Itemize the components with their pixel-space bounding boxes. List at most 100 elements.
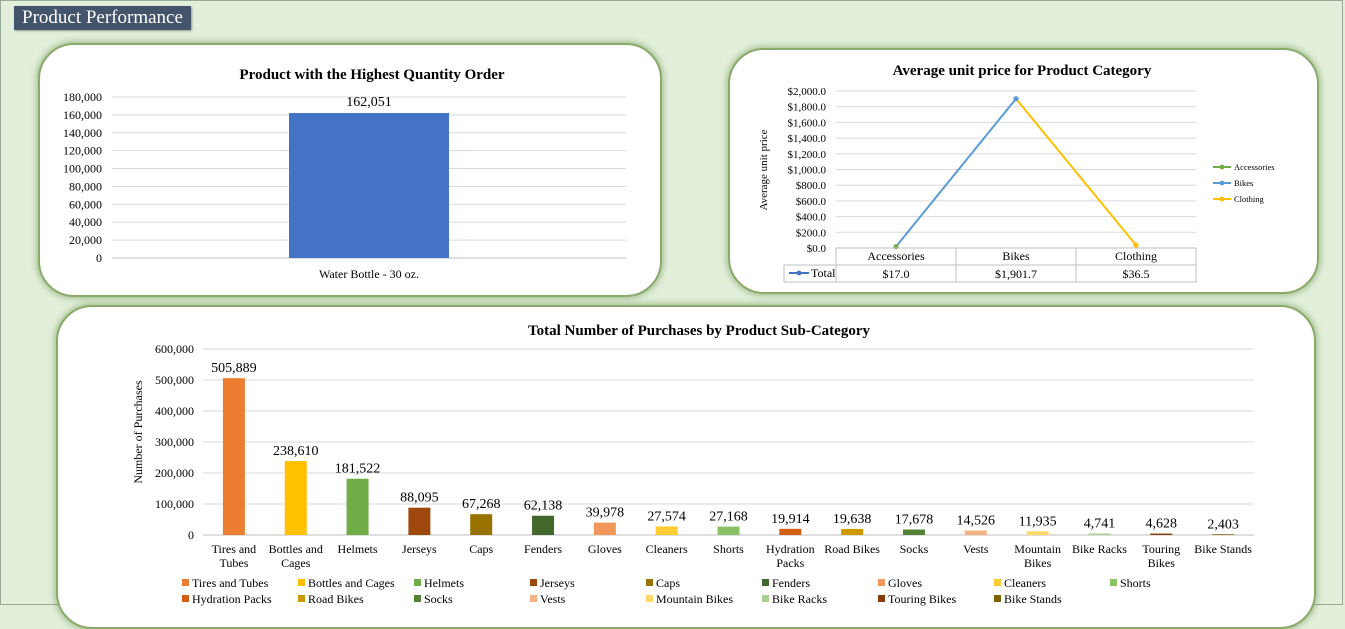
x-tick-label: Touring: [1142, 542, 1180, 556]
legend-swatch: [530, 595, 537, 602]
chart-title: Total Number of Purchases by Product Sub…: [528, 323, 870, 339]
data-label: 17,678: [895, 513, 934, 528]
x-tick-label: Bikes: [1002, 249, 1030, 263]
series-line-segment: [1015, 98, 1137, 246]
legend-label: Shorts: [1120, 576, 1151, 590]
bar: [779, 528, 802, 535]
y-tick-label: $1,600.0: [788, 117, 827, 129]
legend-label: Fenders: [772, 576, 810, 590]
legend-swatch: [1110, 579, 1117, 586]
legend-label: Bike Stands: [1004, 592, 1062, 606]
bar: [717, 526, 740, 535]
chart-title: Average unit price for Product Category: [893, 63, 1152, 79]
y-tick-label: 300,000: [155, 435, 194, 449]
data-label: 4,628: [1146, 517, 1178, 532]
x-tick-label: Road Bikes: [824, 542, 880, 556]
x-tick-label: Jerseys: [402, 542, 437, 556]
legend-swatch: [298, 579, 305, 586]
x-tick-label: Socks: [900, 542, 929, 556]
legend-label: Clothing: [1234, 194, 1265, 204]
legend-swatch: [762, 595, 769, 602]
x-tick-label: Shorts: [713, 542, 744, 556]
x-tick-label: Bikes: [1148, 556, 1176, 570]
y-tick-label: $0.0: [807, 243, 827, 255]
bar: [593, 522, 616, 535]
legend-label: Socks: [424, 592, 453, 606]
legend-label: Bike Racks: [772, 592, 827, 606]
legend-swatch: [414, 579, 421, 586]
legend-label: Hydration Packs: [192, 592, 272, 606]
y-tick-label: 80,000: [69, 179, 102, 193]
legend-swatch: [414, 595, 421, 602]
series-line-segment: [895, 98, 1017, 248]
data-label: 19,914: [771, 512, 810, 527]
bar: [408, 507, 431, 535]
data-point: [1133, 242, 1139, 248]
y-tick-label: 140,000: [63, 126, 102, 140]
x-tick-label: Bikes: [1024, 556, 1052, 570]
avg-price-chart: Average unit price for Product Category …: [758, 63, 1275, 283]
data-label: 11,935: [1019, 514, 1057, 529]
y-axis-label: Average unit price: [758, 129, 770, 210]
bar: [470, 514, 493, 535]
legend-swatch: [994, 579, 1001, 586]
legend-marker: [1219, 180, 1225, 186]
legend-label: Jerseys: [540, 576, 575, 590]
x-tick-label: Fenders: [524, 542, 562, 556]
chart-title: Product with the Highest Quantity Order: [239, 67, 504, 83]
table-row-label: Total: [811, 266, 836, 280]
legend-label: Touring Bikes: [888, 592, 956, 606]
bar: [222, 378, 245, 535]
legend-label: Road Bikes: [308, 592, 364, 606]
data-label: 505,889: [211, 361, 256, 376]
bar: [1150, 533, 1173, 535]
y-tick-label: $200.0: [796, 227, 827, 239]
bar: [1026, 531, 1049, 535]
x-tick-label: Cleaners: [646, 542, 688, 556]
y-tick-label: $400.0: [796, 212, 827, 224]
bar: [346, 478, 369, 535]
y-tick-label: 600,000: [155, 342, 194, 356]
subcategory-chart: Total Number of Purchases by Product Sub…: [131, 323, 1254, 606]
y-axis-label: Number of Purchases: [131, 380, 145, 484]
data-label: 4,741: [1084, 517, 1116, 532]
x-tick-label: Water Bottle - 30 oz.: [319, 267, 419, 281]
legend-label: Mountain Bikes: [656, 592, 733, 606]
x-tick-label: Helmets: [338, 542, 378, 556]
y-tick-label: 400,000: [155, 404, 194, 418]
legend-swatch: [298, 595, 305, 602]
x-tick-label: Bike Racks: [1072, 542, 1127, 556]
x-tick-label: Accessories: [867, 249, 925, 263]
legend-label: Bikes: [1234, 178, 1253, 188]
bar: [841, 528, 864, 535]
x-tick-label: Packs: [776, 556, 804, 570]
x-tick-label: Bike Stands: [1194, 542, 1252, 556]
y-tick-label: $1,000.0: [788, 165, 827, 177]
legend-label: Vests: [540, 592, 566, 606]
y-tick-label: $600.0: [796, 196, 827, 208]
data-label: 162,051: [346, 95, 392, 110]
page-title: Product Performance: [14, 6, 191, 30]
y-tick-label: 100,000: [155, 497, 194, 511]
data-label: 67,268: [462, 497, 501, 512]
y-tick-label: 100,000: [63, 162, 102, 176]
table-value: $1,901.7: [995, 267, 1037, 281]
legend-label: Helmets: [424, 576, 464, 590]
x-tick-label: Gloves: [588, 542, 622, 556]
bar: [532, 515, 555, 535]
avg-price-chart-card: Average unit price for Product Category …: [728, 48, 1319, 294]
legend-label: Accessories: [1234, 162, 1275, 172]
x-tick-label: Clothing: [1115, 249, 1157, 263]
legend-label: Bottles and Cages: [308, 576, 395, 590]
legend-swatch: [530, 579, 537, 586]
x-tick-label: Hydration: [766, 542, 815, 556]
bar: [284, 461, 307, 535]
y-tick-label: 200,000: [155, 466, 194, 480]
data-label: 27,168: [709, 510, 748, 525]
x-tick-label: Tires and: [212, 542, 257, 556]
legend-swatch: [994, 595, 1001, 602]
legend-swatch: [182, 579, 189, 586]
x-tick-label: Mountain: [1014, 542, 1061, 556]
data-label: 39,978: [586, 506, 625, 521]
legend-label: Tires and Tubes: [192, 576, 269, 590]
